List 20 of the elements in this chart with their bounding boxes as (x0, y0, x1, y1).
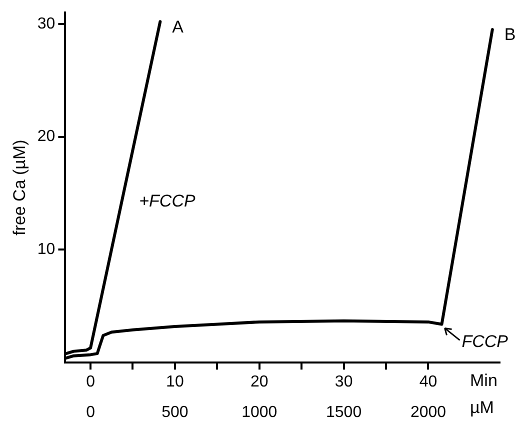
y-axis-title: free Ca (µM) (10, 140, 29, 236)
x2-tick-label: 0 (86, 404, 96, 421)
x-axis-title: Min (470, 370, 498, 390)
x2-tick-label: 2000 (410, 404, 446, 421)
x2-tick-label: 1000 (242, 404, 278, 421)
annotation: +FCCP (139, 191, 196, 210)
x-tick-label: 30 (334, 374, 353, 391)
y-tick-label: 10 (37, 241, 56, 258)
x2-tick-label: 500 (162, 404, 188, 421)
x2-tick-label: 1500 (326, 404, 362, 421)
x-tick-label: 40 (419, 374, 438, 391)
x-tick-label: 0 (86, 374, 96, 391)
annotation: FCCP (462, 332, 509, 351)
x-tick-label: 10 (166, 374, 184, 391)
series-label: B (504, 25, 516, 44)
y-tick-label: 30 (37, 15, 56, 32)
series-label: A (172, 17, 184, 36)
y-tick-label: 20 (37, 128, 56, 146)
x-tick-label: 20 (250, 374, 268, 391)
x2-axis-title: µM (470, 398, 494, 418)
